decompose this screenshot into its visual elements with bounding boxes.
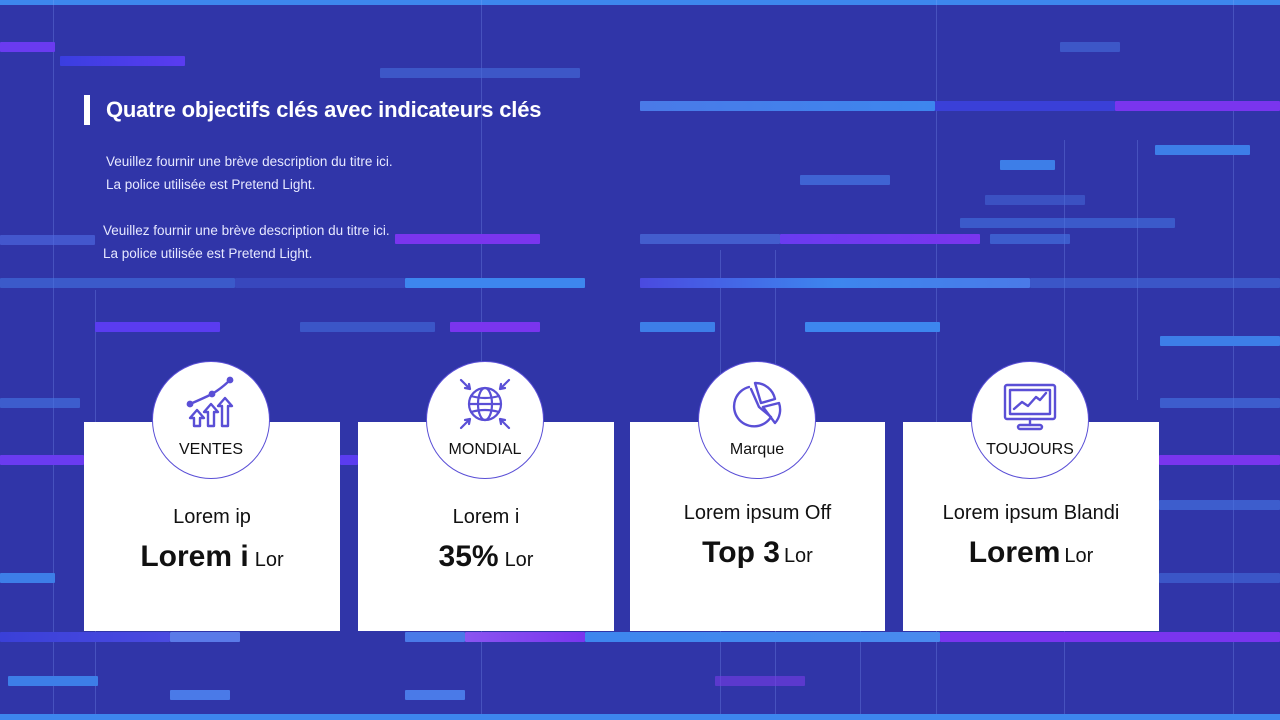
card-subtitle: Lorem ipsum Off <box>683 502 832 524</box>
kpi-card-mondial: Lorem i 35% Lor <box>358 422 614 631</box>
description-block-2: Veuillez fournir une brève description d… <box>103 219 390 265</box>
description-line: La police utilisée est Pretend Light. <box>106 177 316 192</box>
card-unit: Lor <box>783 545 813 567</box>
kpi-badge-mondial: MONDIAL <box>426 361 544 479</box>
card-subtitle: Lorem ipsum Blandi <box>942 502 1120 524</box>
description-block-1: Veuillez fournir une brève description d… <box>106 150 393 196</box>
card-value: Lorem <box>968 536 1061 569</box>
monitor-chart-icon <box>1003 383 1057 431</box>
card-label: TOUJOURS <box>986 441 1074 458</box>
card-label: Marque <box>729 441 785 458</box>
bottom-accent-bar <box>0 714 1280 720</box>
slide-title: Quatre objectifs clés avec indicateurs c… <box>106 97 542 122</box>
card-unit: Lor <box>1064 545 1094 567</box>
kpi-badge-toujours: TOUJOURS <box>971 361 1089 479</box>
kpi-badge-marque: Marque <box>698 361 816 479</box>
description-line: Veuillez fournir une brève description d… <box>103 223 390 238</box>
card-value: 35% <box>438 540 499 573</box>
card-value: Top 3 <box>702 536 780 569</box>
top-accent-bar <box>0 0 1280 5</box>
growth-chart-icon <box>186 376 234 428</box>
pie-chart-icon <box>732 381 782 428</box>
card-unit: Lor <box>504 549 534 571</box>
card-label: VENTES <box>178 441 243 458</box>
card-label: MONDIAL <box>448 441 522 458</box>
card-value: Lorem i <box>140 540 249 573</box>
card-metric: Lorem i Lor <box>84 540 340 574</box>
title-accent-bar <box>84 95 90 125</box>
card-metric: 35% Lor <box>358 540 614 574</box>
description-line: Veuillez fournir une brève description d… <box>106 154 393 169</box>
card-metric: Top 3 Lor <box>630 536 885 570</box>
kpi-badge-ventes: VENTES <box>152 361 270 479</box>
card-subtitle: Lorem i <box>452 506 520 528</box>
card-unit: Lor <box>254 549 284 571</box>
card-subtitle: Lorem ip <box>173 506 251 528</box>
description-line: La police utilisée est Pretend Light. <box>103 246 313 261</box>
card-metric: Lorem Lor <box>903 536 1159 570</box>
globe-icon <box>459 378 511 430</box>
